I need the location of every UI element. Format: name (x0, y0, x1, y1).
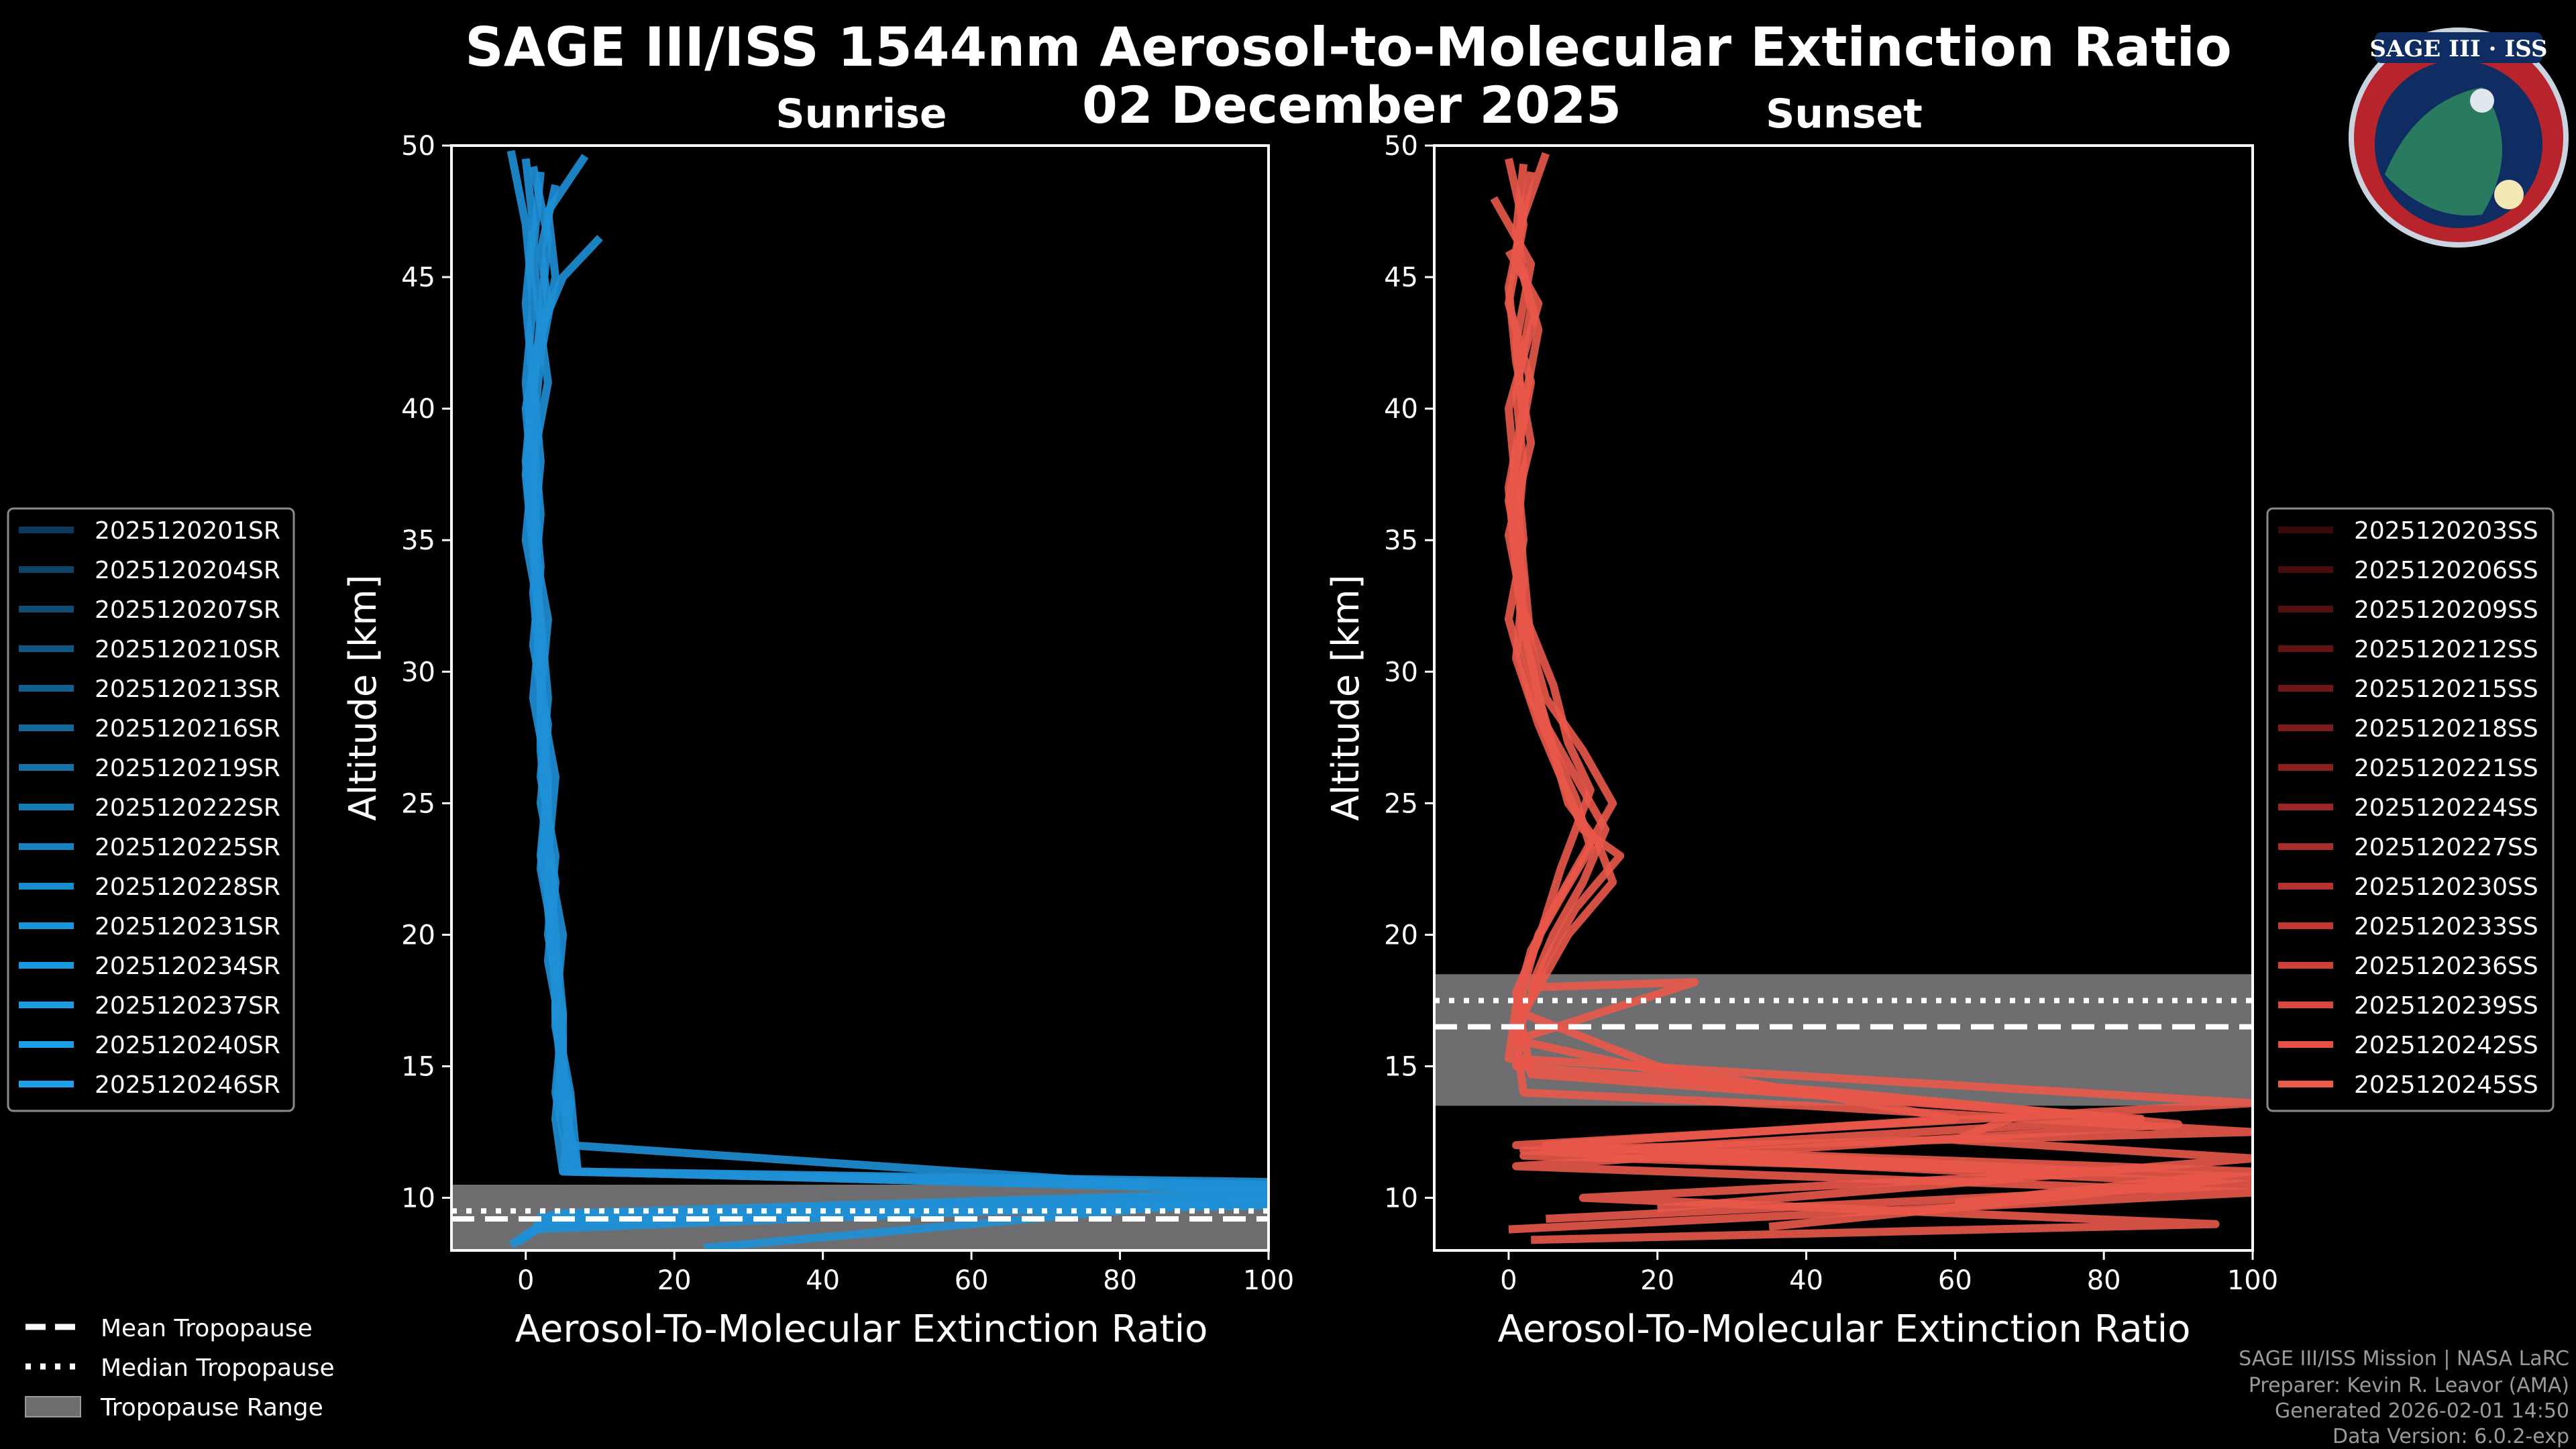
plot-area (451, 146, 1269, 1250)
legend-entry: 2025120212SS (2354, 636, 2538, 663)
y-tick-label: 35 (1384, 525, 1418, 556)
legend-entry: 2025120215SS (2354, 676, 2538, 703)
y-tick-label: 15 (401, 1052, 435, 1083)
legend-entry: 2025120222SR (95, 794, 280, 822)
legend-entry: 2025120219SR (95, 755, 280, 782)
legend-entry: 2025120228SR (95, 873, 280, 901)
y-tick-label: 45 (401, 262, 435, 293)
legend-entry: 2025120242SS (2354, 1032, 2538, 1059)
y-tick-label: 45 (1384, 262, 1418, 293)
x-tick-label: 60 (1938, 1265, 1972, 1296)
tropopause-legend: Mean Tropopause Median Tropopause Tropop… (25, 1315, 335, 1421)
y-tick-label: 10 (401, 1183, 435, 1214)
legend-entry: 2025120209SS (2354, 596, 2538, 624)
profile-line (1504, 163, 2253, 1208)
legend-entry: 2025120230SS (2354, 873, 2538, 901)
legend-entry: 2025120207SR (95, 596, 280, 624)
panel-sunrise: 0 20 40 60 80 100 10 15 20 25 30 35 40 45 50 (401, 131, 1294, 1296)
y-tick-label: 20 (1384, 920, 1418, 951)
legend-entry: 2025120216SR (95, 715, 280, 743)
x-tick-label: 20 (657, 1265, 692, 1296)
legend-entry: 2025120203SS (2354, 517, 2538, 545)
legend-median-tropopause: Median Tropopause (101, 1354, 335, 1382)
y-tick-label: 25 (401, 788, 435, 819)
y-tick-label: 50 (401, 131, 435, 162)
legend-sunset: 2025120203SS 2025120206SS 2025120209SS 2025… (2266, 507, 2555, 1112)
credit-generated: Generated 2026-02-01 14:50 (2275, 1399, 2569, 1423)
y-tick-label: 25 (1384, 788, 1418, 819)
chart-title: SAGE III/ISS 1544nm Aerosol-to-Molecular… (465, 16, 2232, 78)
credit-mission: SAGE III/ISS Mission | NASA LaRC (2239, 1347, 2569, 1371)
y-tick-label: 30 (1384, 657, 1418, 688)
y-tick-label: 10 (1384, 1183, 1418, 1214)
credit-data-version: Data Version: 6.0.2-exp (2332, 1425, 2569, 1448)
legend-entry: 2025120224SS (2354, 794, 2538, 822)
legend-entry: 2025120246SR (95, 1071, 280, 1099)
legend-entry: 2025120234SR (95, 953, 280, 980)
profile-line (529, 235, 1269, 1250)
x-tick-label: 40 (806, 1265, 840, 1296)
legend-entry: 2025120233SS (2354, 913, 2538, 941)
credit-preparer: Preparer: Kevin R. Leavor (AMA) (2249, 1374, 2569, 1397)
legend-entry: 2025120210SR (95, 636, 280, 663)
legend-entry: 2025120231SR (95, 913, 280, 941)
x-tick-label: 0 (1500, 1265, 1517, 1296)
chart-date: 02 December 2025 (1082, 75, 1621, 135)
y-tick-label: 40 (401, 394, 435, 425)
tropopause-range-band (1434, 974, 2253, 1106)
plot-frame (1433, 144, 2254, 1252)
legend-entry: 2025120206SS (2354, 557, 2538, 584)
panel-subtitle-sunset: Sunset (1766, 91, 1923, 138)
x-tick-label: 20 (1640, 1265, 1674, 1296)
x-tick-label: 80 (2087, 1265, 2121, 1296)
credits: SAGE III/ISS Mission | NASA LaRC Prepare… (2239, 1347, 2569, 1448)
legend-entry: 2025120204SR (95, 557, 280, 584)
legend-entry: 2025120201SR (95, 517, 280, 545)
legend-entry: 2025120221SS (2354, 755, 2538, 782)
x-axis-label-sunset: Aerosol-To-Molecular Extinction Ratio (1498, 1307, 2191, 1351)
x-tick-label: 100 (2227, 1265, 2278, 1296)
y-tick-label: 15 (1384, 1052, 1418, 1083)
legend-entry: 2025120240SR (95, 1032, 280, 1059)
badge-title: SAGE III · ISS (2369, 36, 2547, 62)
y-tick-label: 40 (1384, 394, 1418, 425)
x-tick-label: 0 (517, 1265, 534, 1296)
y-axis-label-sunrise: Altitude [km] (341, 574, 385, 820)
x-tick-label: 100 (1243, 1265, 1294, 1296)
panel-subtitle-sunrise: Sunrise (775, 91, 947, 138)
y-tick-label: 30 (401, 657, 435, 688)
legend-entry: 2025120245SS (2354, 1071, 2538, 1099)
y-tick-label: 50 (1384, 131, 1418, 162)
plot-frame (450, 144, 1270, 1252)
x-tick-label: 60 (955, 1265, 989, 1296)
mission-badge-logo: SAGE III · ISS (2349, 28, 2569, 248)
legend-entry: 2025120227SS (2354, 834, 2538, 861)
legend-mean-tropopause: Mean Tropopause (101, 1315, 313, 1342)
x-tick-label: 40 (1789, 1265, 1823, 1296)
legend-entry: 2025120218SS (2354, 715, 2538, 743)
x-tick-label: 80 (1103, 1265, 1137, 1296)
legend-entry: 2025120225SR (95, 834, 280, 861)
legend-sunrise: 2025120201SR 2025120204SR 2025120207SR 2025… (7, 507, 295, 1112)
legend-entry: 2025120236SS (2354, 953, 2538, 980)
legend-entry: 2025120213SR (95, 676, 280, 703)
legend-entry: 2025120239SS (2354, 992, 2538, 1020)
y-tick-label: 35 (401, 525, 435, 556)
y-tick-label: 20 (401, 920, 435, 951)
legend-tropopause-range: Tropopause Range (100, 1394, 323, 1421)
x-axis-label-sunrise: Aerosol-To-Molecular Extinction Ratio (515, 1307, 1208, 1351)
y-axis-label-sunset: Altitude [km] (1324, 574, 1368, 820)
panel-sunset: 0 20 40 60 80 100 10 15 20 25 30 35 40 45 50 (1384, 131, 2278, 1296)
legend-entry: 2025120237SR (95, 992, 280, 1020)
